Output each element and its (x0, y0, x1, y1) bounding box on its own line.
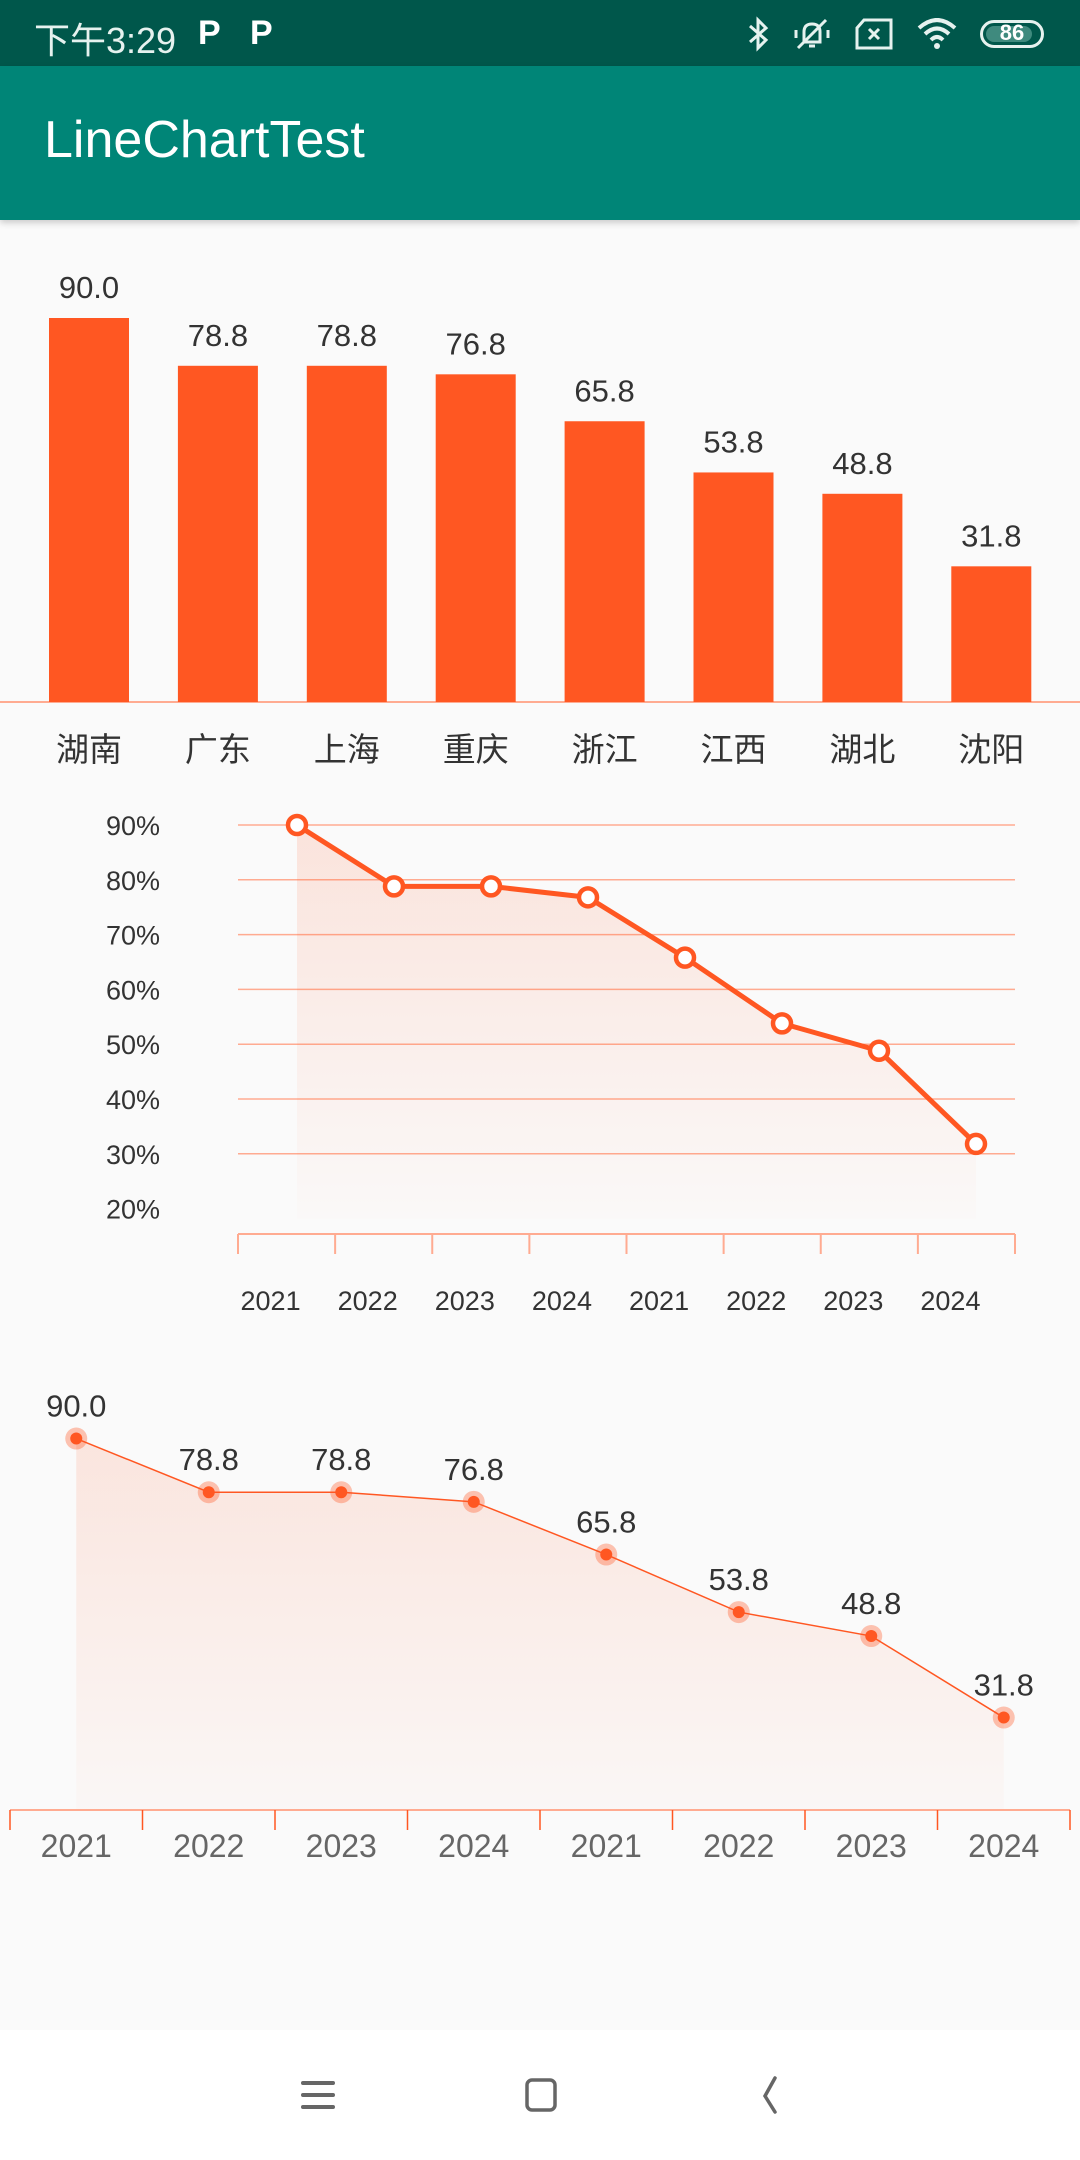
y-tick-label: 50% (106, 1030, 160, 1060)
x-tick-label: 湖南 (56, 731, 122, 768)
data-label: 76.8 (446, 326, 506, 361)
bar (693, 472, 774, 702)
navigation-bar (0, 2030, 1080, 2160)
x-tick-label: 2022 (703, 1828, 774, 1864)
x-tick-label: 江西 (701, 731, 767, 768)
x-tick-label: 2024 (438, 1828, 509, 1864)
bar (177, 365, 258, 702)
y-tick-label: 90% (106, 811, 160, 841)
y-tick-label: 60% (106, 975, 160, 1005)
x-tick-label: 2024 (920, 1286, 980, 1316)
data-point (673, 946, 697, 969)
data-point (382, 875, 406, 898)
data-label: 53.8 (703, 424, 763, 459)
line-chart-values: 90.0 78.8 78.8 76.8 65.8 53.8 48.8 31.8 2021 2022… (9, 1389, 1071, 1864)
data-point (467, 1495, 480, 1508)
x-tick-label: 2022 (726, 1286, 786, 1316)
app-title: LineChartTest (44, 111, 365, 169)
x-tick-label: 2024 (532, 1286, 592, 1316)
data-point (600, 1548, 613, 1561)
data-point (285, 813, 309, 837)
data-point (202, 1486, 215, 1499)
x-tick-label: 2023 (435, 1286, 495, 1316)
x-tick-label: 湖北 (829, 731, 895, 768)
x-tick-label: 2022 (173, 1828, 244, 1864)
p-app-icon: P (250, 14, 273, 52)
y-tick-label: 40% (106, 1085, 160, 1115)
x-tick-label: 2021 (41, 1828, 112, 1864)
x-tick-label: 浙江 (572, 731, 638, 768)
no-sim-icon (855, 18, 893, 50)
data-point (865, 1630, 878, 1643)
bar (564, 421, 645, 702)
data-point (479, 875, 503, 898)
app-bar: LineChartTest (0, 66, 1080, 220)
x-tick-label: 重庆 (443, 731, 509, 768)
bar-chart: 90.0 湖南 78.8 广东 78.8 上海 76.8 重庆 65.8 浙江 53.8 江西 48.8… (0, 270, 1080, 768)
status-time: 下午3:29 (34, 20, 177, 61)
x-tick-label: 2023 (823, 1286, 883, 1316)
data-label: 78.8 (311, 1442, 371, 1477)
data-label: 78.8 (188, 318, 248, 353)
wifi-icon (917, 18, 957, 49)
data-point (867, 1039, 891, 1063)
bar (49, 318, 129, 702)
series-line (295, 822, 978, 1146)
battery-level: 86 (999, 20, 1025, 45)
mute-vibrate-icon (794, 18, 830, 50)
x-tick-label: 上海 (314, 731, 380, 768)
data-label: 76.8 (444, 1452, 504, 1487)
back-icon[interactable] (733, 2060, 803, 2130)
data-label: 31.8 (961, 518, 1021, 553)
x-tick-label: 2024 (968, 1828, 1039, 1864)
y-tick-label: 30% (106, 1140, 160, 1170)
area-fill (297, 825, 976, 1219)
data-point (335, 1486, 348, 1499)
area-fill (76, 1438, 1004, 1810)
data-label: 31.8 (974, 1668, 1034, 1703)
series-line (75, 1437, 1005, 1719)
x-tick-label: 2021 (571, 1828, 642, 1864)
x-tick-label: 2022 (338, 1286, 398, 1316)
y-tick-label: 70% (106, 921, 160, 951)
p-app-icon: P (198, 14, 221, 52)
x-tick-label: 2021 (629, 1286, 689, 1316)
data-point (964, 1132, 988, 1156)
menu-icon[interactable] (283, 2060, 353, 2130)
y-tick-label: 20% (106, 1195, 160, 1225)
data-label: 48.8 (832, 446, 892, 481)
data-label: 48.8 (841, 1586, 901, 1621)
battery-icon: 86 (980, 20, 1044, 48)
bar (435, 374, 516, 702)
bluetooth-icon (749, 16, 769, 52)
data-point (732, 1606, 745, 1619)
data-point (70, 1432, 83, 1445)
data-point (997, 1711, 1010, 1724)
line-chart-percent: 90% 80% 70% 60% 50% 40% 30% 20% 2021 2022 2023 2024… (106, 811, 1016, 1316)
x-tick-label: 2021 (241, 1286, 301, 1316)
data-label: 53.8 (709, 1562, 769, 1597)
x-tick-label: 广东 (185, 731, 251, 768)
data-label: 65.8 (574, 373, 634, 408)
y-tick-label: 80% (106, 866, 160, 896)
status-bar: 下午3:29 P P 86 (0, 0, 1080, 66)
x-tick-label: 2023 (306, 1828, 377, 1864)
data-label: 78.8 (179, 1442, 239, 1477)
data-label: 90.0 (46, 1389, 106, 1424)
data-point (576, 886, 600, 909)
x-tick-label: 2023 (836, 1828, 907, 1864)
data-point (770, 1012, 794, 1035)
bar (306, 365, 387, 702)
data-label: 65.8 (576, 1505, 636, 1540)
x-tick-label: 沈阳 (958, 731, 1024, 768)
home-icon[interactable] (505, 2060, 575, 2130)
bar (822, 493, 903, 702)
data-label: 78.8 (317, 318, 377, 353)
bar (951, 566, 1032, 702)
data-label: 90.0 (59, 270, 119, 305)
